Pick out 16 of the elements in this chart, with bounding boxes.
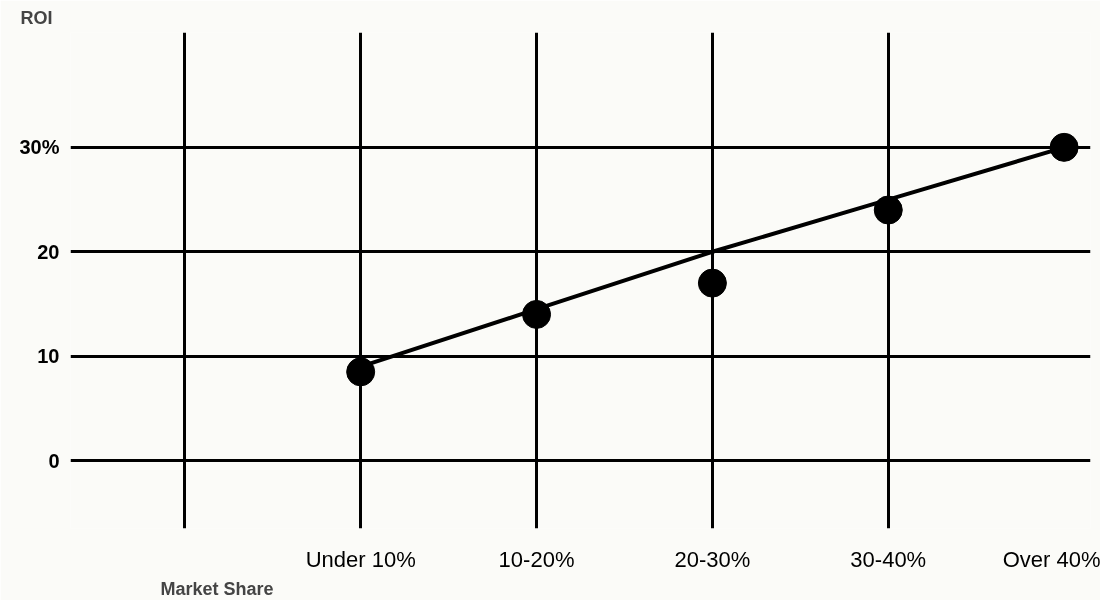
x-tick-label: 20-30% xyxy=(674,546,751,572)
point xyxy=(873,195,903,225)
x-tick-label: 30-40% xyxy=(850,546,927,572)
point xyxy=(346,357,376,387)
y-tick-label: 0 xyxy=(48,449,60,472)
y-axis-title: ROI xyxy=(20,7,53,28)
y-tick-label: 10 xyxy=(37,345,60,368)
x-tick-label: Under 10% xyxy=(305,546,416,572)
point xyxy=(522,299,552,329)
y-tick-label: 30% xyxy=(19,136,60,159)
point xyxy=(1049,132,1079,162)
x-axis-title: Market Share xyxy=(160,578,274,599)
x-tick-label: Over 40% xyxy=(1002,546,1101,572)
y-tick-label: 20 xyxy=(37,240,60,263)
point xyxy=(697,268,727,298)
x-tick-label: 10-20% xyxy=(498,546,575,572)
